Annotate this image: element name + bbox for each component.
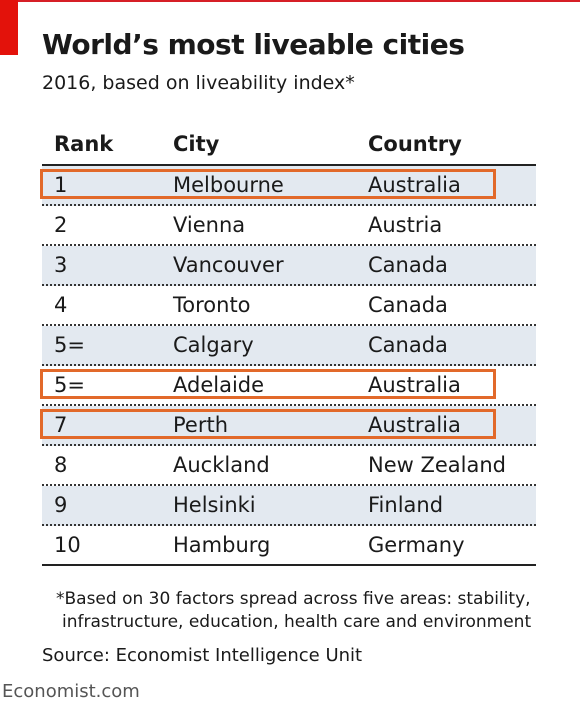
brand-red-tag <box>0 0 18 55</box>
cell-country: Finland <box>368 493 444 517</box>
brand-watermark: Economist.com <box>2 681 140 702</box>
cell-rank: 5= <box>54 373 85 397</box>
cell-city: Melbourne <box>173 173 284 197</box>
chart-subtitle: 2016, based on liveability index* <box>42 72 355 94</box>
table-row: 1 Melbourne Australia <box>40 166 536 206</box>
table-header: Rank City Country <box>42 124 536 166</box>
table-row: 10 Hamburg Germany <box>42 526 536 566</box>
cell-country: Canada <box>368 333 448 357</box>
column-header-country: Country <box>368 132 462 156</box>
source-note: Source: Economist Intelligence Unit <box>42 645 363 666</box>
cell-rank: 1 <box>54 173 68 197</box>
table-row: 2 Vienna Austria <box>42 206 536 246</box>
column-header-rank: Rank <box>54 132 114 156</box>
cell-city: Calgary <box>173 333 254 357</box>
cell-city: Auckland <box>173 453 270 477</box>
table-body: 1 Melbourne Australia 2 Vienna Austria 3 Vancou… <box>40 166 536 566</box>
cell-city: Hamburg <box>173 533 271 557</box>
cell-rank: 8 <box>54 453 68 477</box>
cell-city: Adelaide <box>173 373 265 397</box>
table-row: 9 Helsinki Finland <box>42 486 536 526</box>
table-row: 3 Vancouver Canada <box>42 246 536 286</box>
cell-city: Perth <box>173 413 229 437</box>
ranking-table: Rank City Country 1 Melbourne Australia 2 Vi… <box>40 124 536 566</box>
cell-rank: 2 <box>54 213 68 237</box>
cell-city: Helsinki <box>173 493 256 517</box>
table-row: 7 Perth Australia <box>40 406 536 446</box>
cell-country: Canada <box>368 293 448 317</box>
cell-rank: 4 <box>54 293 68 317</box>
cell-country: Australia <box>368 373 461 397</box>
table-row: 5= Adelaide Australia <box>40 366 536 406</box>
cell-country: Germany <box>368 533 465 557</box>
cell-country: Australia <box>368 173 461 197</box>
table-row: 8 Auckland New Zealand <box>42 446 536 486</box>
cell-country: Australia <box>368 413 461 437</box>
cell-rank: 10 <box>54 533 81 557</box>
cell-rank: 9 <box>54 493 68 517</box>
cell-city: Vienna <box>173 213 246 237</box>
cell-country: New Zealand <box>368 453 506 477</box>
cell-country: Canada <box>368 253 448 277</box>
cell-country: Austria <box>368 213 443 237</box>
footnote: *Based on 30 factors spread across five … <box>56 589 532 632</box>
cell-city: Toronto <box>173 293 251 317</box>
top-rule <box>0 0 580 2</box>
chart-title: World’s most liveable cities <box>42 28 465 61</box>
table-row: 5= Calgary Canada <box>42 326 536 366</box>
cell-city: Vancouver <box>173 253 284 277</box>
cell-rank: 3 <box>54 253 68 277</box>
cell-rank: 5= <box>54 333 85 357</box>
cell-rank: 7 <box>54 413 68 437</box>
table-row: 4 Toronto Canada <box>42 286 536 326</box>
column-header-city: City <box>173 132 220 156</box>
